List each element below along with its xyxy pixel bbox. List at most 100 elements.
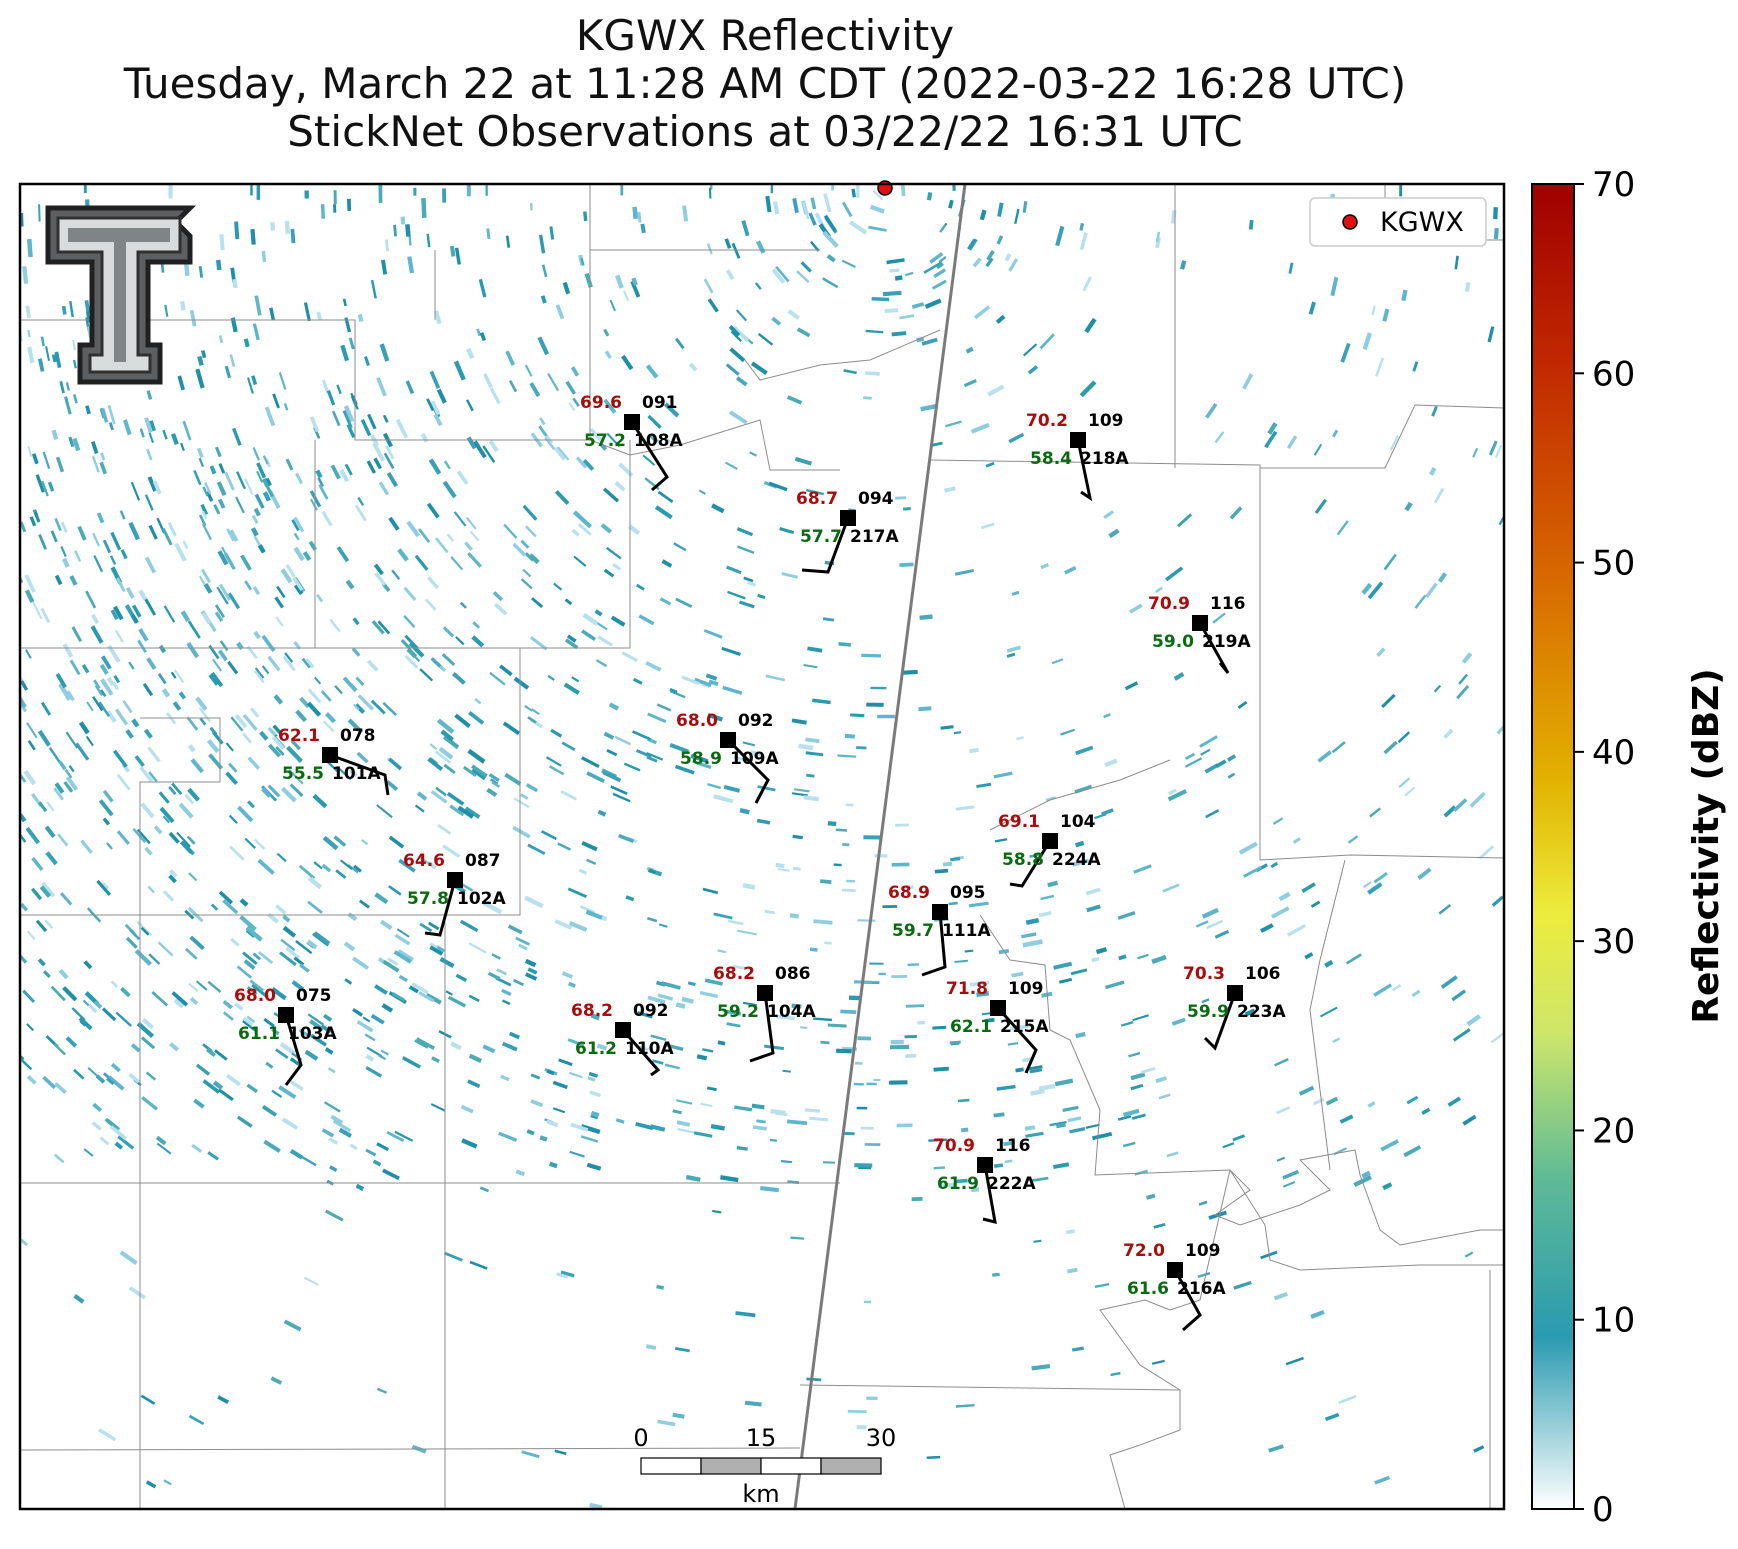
echo-bin bbox=[1151, 1359, 1165, 1365]
echo-bin bbox=[1406, 1095, 1419, 1105]
station-marker[interactable] bbox=[278, 1007, 294, 1023]
echo-bin bbox=[407, 256, 415, 274]
echo-bin bbox=[336, 384, 342, 395]
station-marker[interactable] bbox=[1042, 833, 1058, 849]
echo-bin bbox=[507, 924, 523, 935]
echo-bin bbox=[800, 261, 812, 273]
echo-bin bbox=[162, 528, 173, 546]
echo-bin bbox=[669, 688, 678, 694]
echo-bin bbox=[955, 805, 975, 811]
echo-bin bbox=[882, 290, 902, 297]
colorbar-tick-label: 10 bbox=[1592, 1301, 1635, 1341]
echo-bin bbox=[380, 1049, 389, 1056]
station-marker[interactable] bbox=[624, 414, 640, 430]
station-marker[interactable] bbox=[1167, 1262, 1183, 1278]
echo-bin bbox=[1454, 255, 1459, 270]
echo-bin bbox=[756, 818, 771, 825]
echo-bin bbox=[472, 621, 480, 629]
echo-bin bbox=[1367, 882, 1383, 895]
echo-bin bbox=[270, 1376, 283, 1385]
echo-bin bbox=[450, 556, 464, 571]
echo-bin bbox=[58, 968, 69, 980]
echo-bin bbox=[731, 242, 741, 259]
station-marker[interactable] bbox=[720, 732, 736, 748]
echo-bin bbox=[385, 445, 395, 460]
echo-bin bbox=[1132, 1014, 1149, 1022]
echo-bin bbox=[62, 643, 74, 658]
station-marker[interactable] bbox=[990, 1000, 1006, 1016]
echo-bin bbox=[201, 511, 208, 519]
echo-bin bbox=[621, 354, 634, 371]
station-marker[interactable] bbox=[615, 1022, 631, 1038]
echo-bin bbox=[65, 776, 79, 791]
station-marker[interactable] bbox=[1227, 985, 1243, 1001]
echo-bin bbox=[771, 268, 786, 284]
echo-bin bbox=[201, 612, 212, 625]
echo-bin bbox=[707, 243, 713, 255]
echo-bin bbox=[877, 714, 895, 719]
echo-bin bbox=[388, 885, 402, 896]
echo-bin bbox=[366, 460, 376, 474]
echo-bin bbox=[1153, 1223, 1166, 1229]
echo-bin bbox=[743, 576, 754, 583]
echo-bin bbox=[1038, 1083, 1056, 1091]
echo-bin bbox=[94, 685, 104, 697]
echo-bin bbox=[83, 1148, 94, 1157]
echo-bin bbox=[848, 995, 861, 1001]
echo-bin bbox=[594, 609, 603, 617]
echo-bin bbox=[571, 676, 580, 683]
echo-bin bbox=[307, 1013, 325, 1026]
station-marker[interactable] bbox=[447, 872, 463, 888]
echo-bin bbox=[418, 528, 431, 543]
echo-bin bbox=[603, 568, 615, 578]
echo-bin bbox=[419, 668, 434, 682]
echo-bin bbox=[38, 801, 48, 813]
echo-bin bbox=[253, 630, 261, 640]
echo-bin bbox=[868, 225, 887, 232]
echo-bin bbox=[556, 1272, 569, 1279]
echo-bin bbox=[199, 575, 206, 585]
echo-bin bbox=[263, 1139, 281, 1153]
echo-bin bbox=[586, 1162, 602, 1171]
echo-bin bbox=[632, 677, 643, 685]
echo-bin bbox=[405, 380, 415, 395]
station-marker[interactable] bbox=[1192, 615, 1208, 631]
echo-bin bbox=[1268, 1444, 1284, 1453]
station-marker[interactable] bbox=[932, 904, 948, 920]
echo-bin bbox=[357, 497, 365, 506]
echo-bin bbox=[1232, 1134, 1246, 1142]
echo-bin bbox=[792, 834, 803, 840]
echo-bin bbox=[724, 238, 732, 249]
echo-bin bbox=[177, 375, 185, 391]
station-wind-direction: 075 bbox=[296, 986, 332, 1006]
station-marker[interactable] bbox=[1070, 432, 1086, 448]
echo-bin bbox=[1206, 919, 1224, 930]
echo-bin bbox=[430, 400, 441, 416]
echo-bin bbox=[208, 753, 223, 770]
station-marker[interactable] bbox=[840, 510, 856, 526]
station-marker[interactable] bbox=[757, 985, 773, 1001]
echo-bin bbox=[61, 305, 67, 315]
echo-bin bbox=[568, 402, 576, 411]
echo-bin bbox=[41, 881, 56, 898]
station-id: 110A bbox=[625, 1039, 674, 1059]
echo-bin bbox=[471, 764, 488, 778]
station-marker[interactable] bbox=[977, 1157, 993, 1173]
station-marker[interactable] bbox=[322, 747, 338, 763]
